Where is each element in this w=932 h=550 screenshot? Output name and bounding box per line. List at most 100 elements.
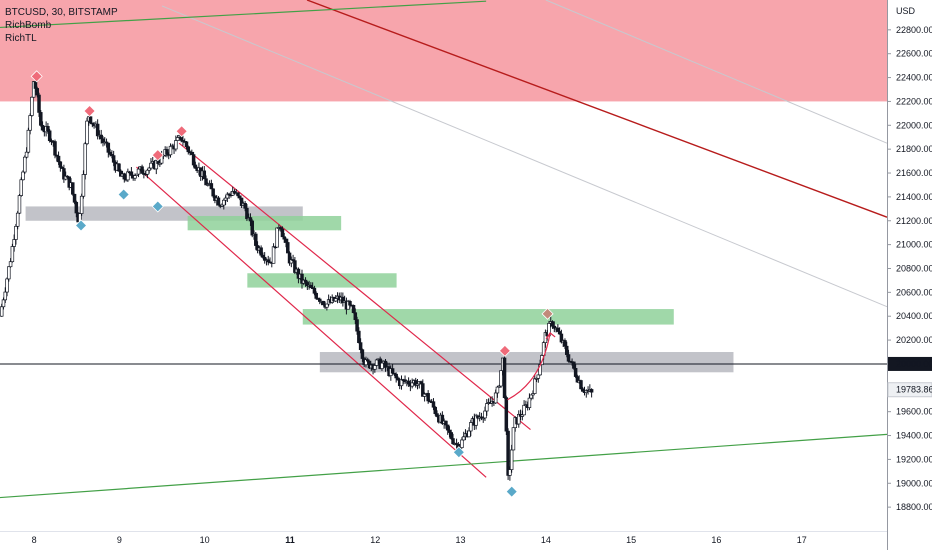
candle-body — [351, 304, 356, 314]
candle-body — [572, 361, 576, 369]
price-tick-label: 21800.00 — [896, 144, 932, 154]
zone-demand-zone-3 — [302, 309, 674, 325]
candle-body — [133, 175, 137, 179]
candle-body — [355, 319, 359, 332]
trendline-gray-1 — [161, 5, 888, 308]
candle-body — [449, 432, 453, 439]
time-axis[interactable]: 8 9 10 11 12 13 14 15 16 17 — [0, 531, 887, 550]
candle-body — [533, 378, 537, 394]
price-tick-label: 20400.00 — [896, 311, 932, 321]
swing-low-marker — [117, 188, 130, 201]
candle-body — [566, 354, 571, 362]
candle-body — [19, 179, 24, 196]
candle-body — [8, 261, 13, 268]
trendline-green-bottom — [0, 433, 888, 499]
time-tick-label: 16 — [711, 535, 721, 545]
trendline-green-top — [0, 0, 487, 29]
candle-body — [126, 171, 130, 181]
candle-body — [88, 116, 93, 124]
candle-body — [83, 143, 87, 175]
candle-body — [483, 410, 487, 419]
price-tick-label: 22000.00 — [896, 120, 932, 130]
candle-body — [46, 126, 50, 132]
candle-body — [504, 397, 509, 432]
indicator-richbomb[interactable]: RichBomb — [5, 20, 52, 31]
candle-body — [358, 342, 363, 351]
swing-high-marker — [83, 104, 96, 118]
candle-body — [348, 300, 352, 306]
candle-body — [248, 217, 253, 222]
trendline-gray-2 — [545, 0, 888, 144]
candle-body — [511, 427, 516, 451]
candle-body — [81, 174, 86, 197]
candle-body — [573, 367, 578, 377]
time-tick-label: 11 — [285, 535, 295, 545]
candle-body — [509, 449, 514, 470]
price-tick-label: 20800.00 — [896, 263, 932, 273]
level-price-tag-label: 20000.00 — [896, 359, 932, 369]
candle-body — [325, 303, 329, 308]
indicator-richtl[interactable]: RichTL — [5, 33, 37, 44]
price-tick-label: 21200.00 — [896, 216, 932, 226]
time-tick-label: 13 — [456, 535, 466, 545]
swing-low-marker — [505, 485, 518, 498]
candle-body — [243, 202, 247, 209]
candle-body — [293, 260, 297, 273]
candle-body — [149, 162, 153, 169]
candle-body — [106, 142, 111, 153]
candle-body — [360, 349, 365, 359]
zones-layer — [0, 0, 887, 373]
last-price-tag — [887, 382, 932, 398]
price-axis-background — [887, 0, 932, 550]
zone-gray-zone-mid — [319, 352, 734, 373]
axis-currency-label: USD — [896, 6, 916, 16]
candle-body — [204, 178, 208, 186]
candle-body — [461, 436, 466, 441]
symbol-title[interactable]: BTCUSD, 30, BITSTAMP — [5, 7, 118, 18]
candle-body — [284, 238, 288, 243]
candle-body — [300, 273, 304, 284]
candle-body — [12, 239, 16, 247]
price-axis[interactable]: USD 18800.00 19000.00 19200.00 19400.00 1960… — [887, 0, 932, 550]
time-axis-background — [0, 532, 887, 550]
price-tick-label: 19200.00 — [896, 454, 932, 464]
candle-body — [236, 192, 240, 197]
candle-body — [444, 420, 448, 426]
candle-body — [495, 386, 500, 394]
candle-body — [536, 374, 541, 379]
zone-demand-zone-2 — [247, 273, 397, 288]
candle-body — [426, 393, 430, 402]
candle-body — [469, 422, 473, 432]
candle-body — [222, 199, 226, 206]
candle-body — [53, 141, 57, 156]
time-tick-label: 14 — [541, 535, 551, 545]
candle-body — [467, 430, 471, 438]
candle-body — [365, 359, 370, 362]
candle-body — [14, 225, 18, 240]
price-tick-label: 19000.00 — [896, 478, 932, 488]
candle-body — [117, 163, 121, 172]
candle-body — [499, 370, 503, 387]
candle-body — [3, 291, 8, 301]
candle-body — [563, 340, 567, 347]
channel-upper — [178, 142, 531, 431]
swing-high-marker — [175, 125, 188, 138]
price-tick-label: 19400.00 — [896, 431, 932, 441]
candle-body — [431, 401, 436, 408]
time-tick-label: 10 — [200, 535, 210, 545]
candle-body — [104, 141, 109, 144]
candle-body — [71, 182, 75, 195]
candle-body — [174, 140, 178, 150]
swing-high-marker — [151, 149, 164, 162]
candle-body — [493, 392, 498, 404]
price-tick-label: 20200.00 — [896, 335, 932, 345]
candle-body — [589, 389, 594, 393]
candle-body — [28, 115, 32, 131]
candle-body — [193, 164, 198, 169]
candle-body — [433, 406, 438, 415]
candle-body — [79, 195, 84, 214]
candle-body — [202, 170, 207, 180]
candle-body — [380, 362, 384, 369]
